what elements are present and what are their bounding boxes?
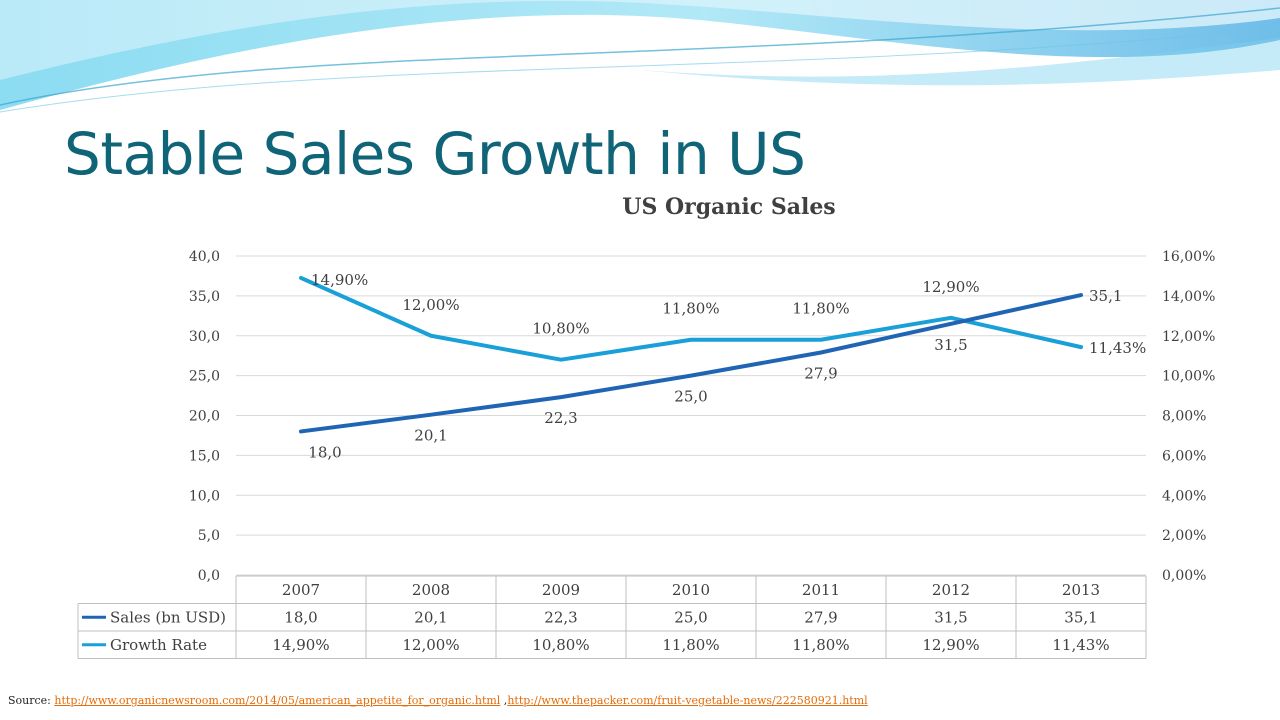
y-left-tick-label: 35,0 <box>189 289 220 305</box>
source-citation: Source: http://www.organicnewsroom.com/2… <box>8 694 868 707</box>
table-cell: 12,00% <box>402 636 459 654</box>
growth-data-label: 12,00% <box>402 296 459 314</box>
growth-rate-line <box>299 275 1083 362</box>
table-cell: 22,3 <box>544 608 577 626</box>
growth-data-label: 11,80% <box>792 300 849 318</box>
table-category-label: 2012 <box>932 581 970 599</box>
sales-data-label: 18,0 <box>308 443 341 461</box>
y-right-tick-label: 10,00% <box>1162 369 1215 385</box>
y-right-tick-label: 12,00% <box>1162 329 1215 345</box>
chart-title: US Organic Sales <box>622 194 835 220</box>
y-right-tick-label: 4,00% <box>1162 488 1206 504</box>
y-right-tick-label: 6,00% <box>1162 448 1206 464</box>
source-separator: , <box>500 694 508 707</box>
us-organic-sales-chart: US Organic Sales 0,0 0,00% 5,0 2,00% 10,0 4,00… <box>77 194 1215 659</box>
table-cell: 25,0 <box>674 608 707 626</box>
y-left-tick-label: 0,0 <box>198 568 220 584</box>
source-link-organicnewsroom[interactable]: http://www.organicnewsroom.com/2014/05/a… <box>54 694 501 707</box>
sales-line <box>299 293 1083 434</box>
growth-data-label: 11,43% <box>1089 339 1146 357</box>
table-cell: 14,90% <box>272 636 329 654</box>
y-right-tick-label: 8,00% <box>1162 409 1206 425</box>
legend-entry: Sales (bn USD) <box>110 608 226 626</box>
table-category-label: 2013 <box>1062 581 1100 599</box>
y-left-tick-label: 25,0 <box>189 369 220 385</box>
sales-data-label: 35,1 <box>1089 287 1122 305</box>
y-left-tick-label: 30,0 <box>189 329 220 345</box>
legend-entry: Growth Rate <box>110 636 207 654</box>
table-category-label: 2011 <box>802 581 840 599</box>
table-cell: 20,1 <box>414 608 447 626</box>
table-cell: 27,9 <box>804 608 837 626</box>
sales-data-label: 20,1 <box>414 427 447 445</box>
y-right-tick-label: 0,00% <box>1162 568 1206 584</box>
table-cell: 31,5 <box>934 608 967 626</box>
growth-data-label: 14,90% <box>311 271 368 289</box>
sales-data-label: 25,0 <box>674 388 707 406</box>
table-cell: 12,90% <box>922 636 979 654</box>
table-cell: 11,80% <box>662 636 719 654</box>
table-cell: 10,80% <box>532 636 589 654</box>
y-right-tick-label: 16,00% <box>1162 249 1215 265</box>
y-left-tick-label: 5,0 <box>198 528 220 544</box>
table-cell: 11,43% <box>1052 636 1109 654</box>
source-label: Source: <box>8 694 51 707</box>
sales-data-label: 31,5 <box>934 336 967 354</box>
table-cell: 35,1 <box>1064 608 1097 626</box>
y-left-tick-label: 10,0 <box>189 488 220 504</box>
growth-data-label: 11,80% <box>662 300 719 318</box>
table-category-label: 2007 <box>282 581 320 599</box>
y-left-tick-label: 20,0 <box>189 409 220 425</box>
y-right-tick-label: 14,00% <box>1162 289 1215 305</box>
table-category-label: 2008 <box>412 581 450 599</box>
y-right-tick-label: 2,00% <box>1162 528 1206 544</box>
source-link-thepacker[interactable]: http://www.thepacker.com/fruit-vegetable… <box>507 694 868 707</box>
table-cell: 11,80% <box>792 636 849 654</box>
sales-data-label: 27,9 <box>804 364 837 382</box>
y-left-tick-label: 15,0 <box>189 448 220 464</box>
table-cell: 18,0 <box>284 608 317 626</box>
growth-data-label: 12,90% <box>922 278 979 296</box>
table-category-label: 2009 <box>542 581 580 599</box>
y-left-tick-label: 40,0 <box>189 249 220 265</box>
slide-title: Stable Sales Growth in US <box>64 120 806 188</box>
sales-data-label: 22,3 <box>544 409 577 427</box>
growth-data-label: 10,80% <box>532 320 589 338</box>
table-category-label: 2010 <box>672 581 710 599</box>
